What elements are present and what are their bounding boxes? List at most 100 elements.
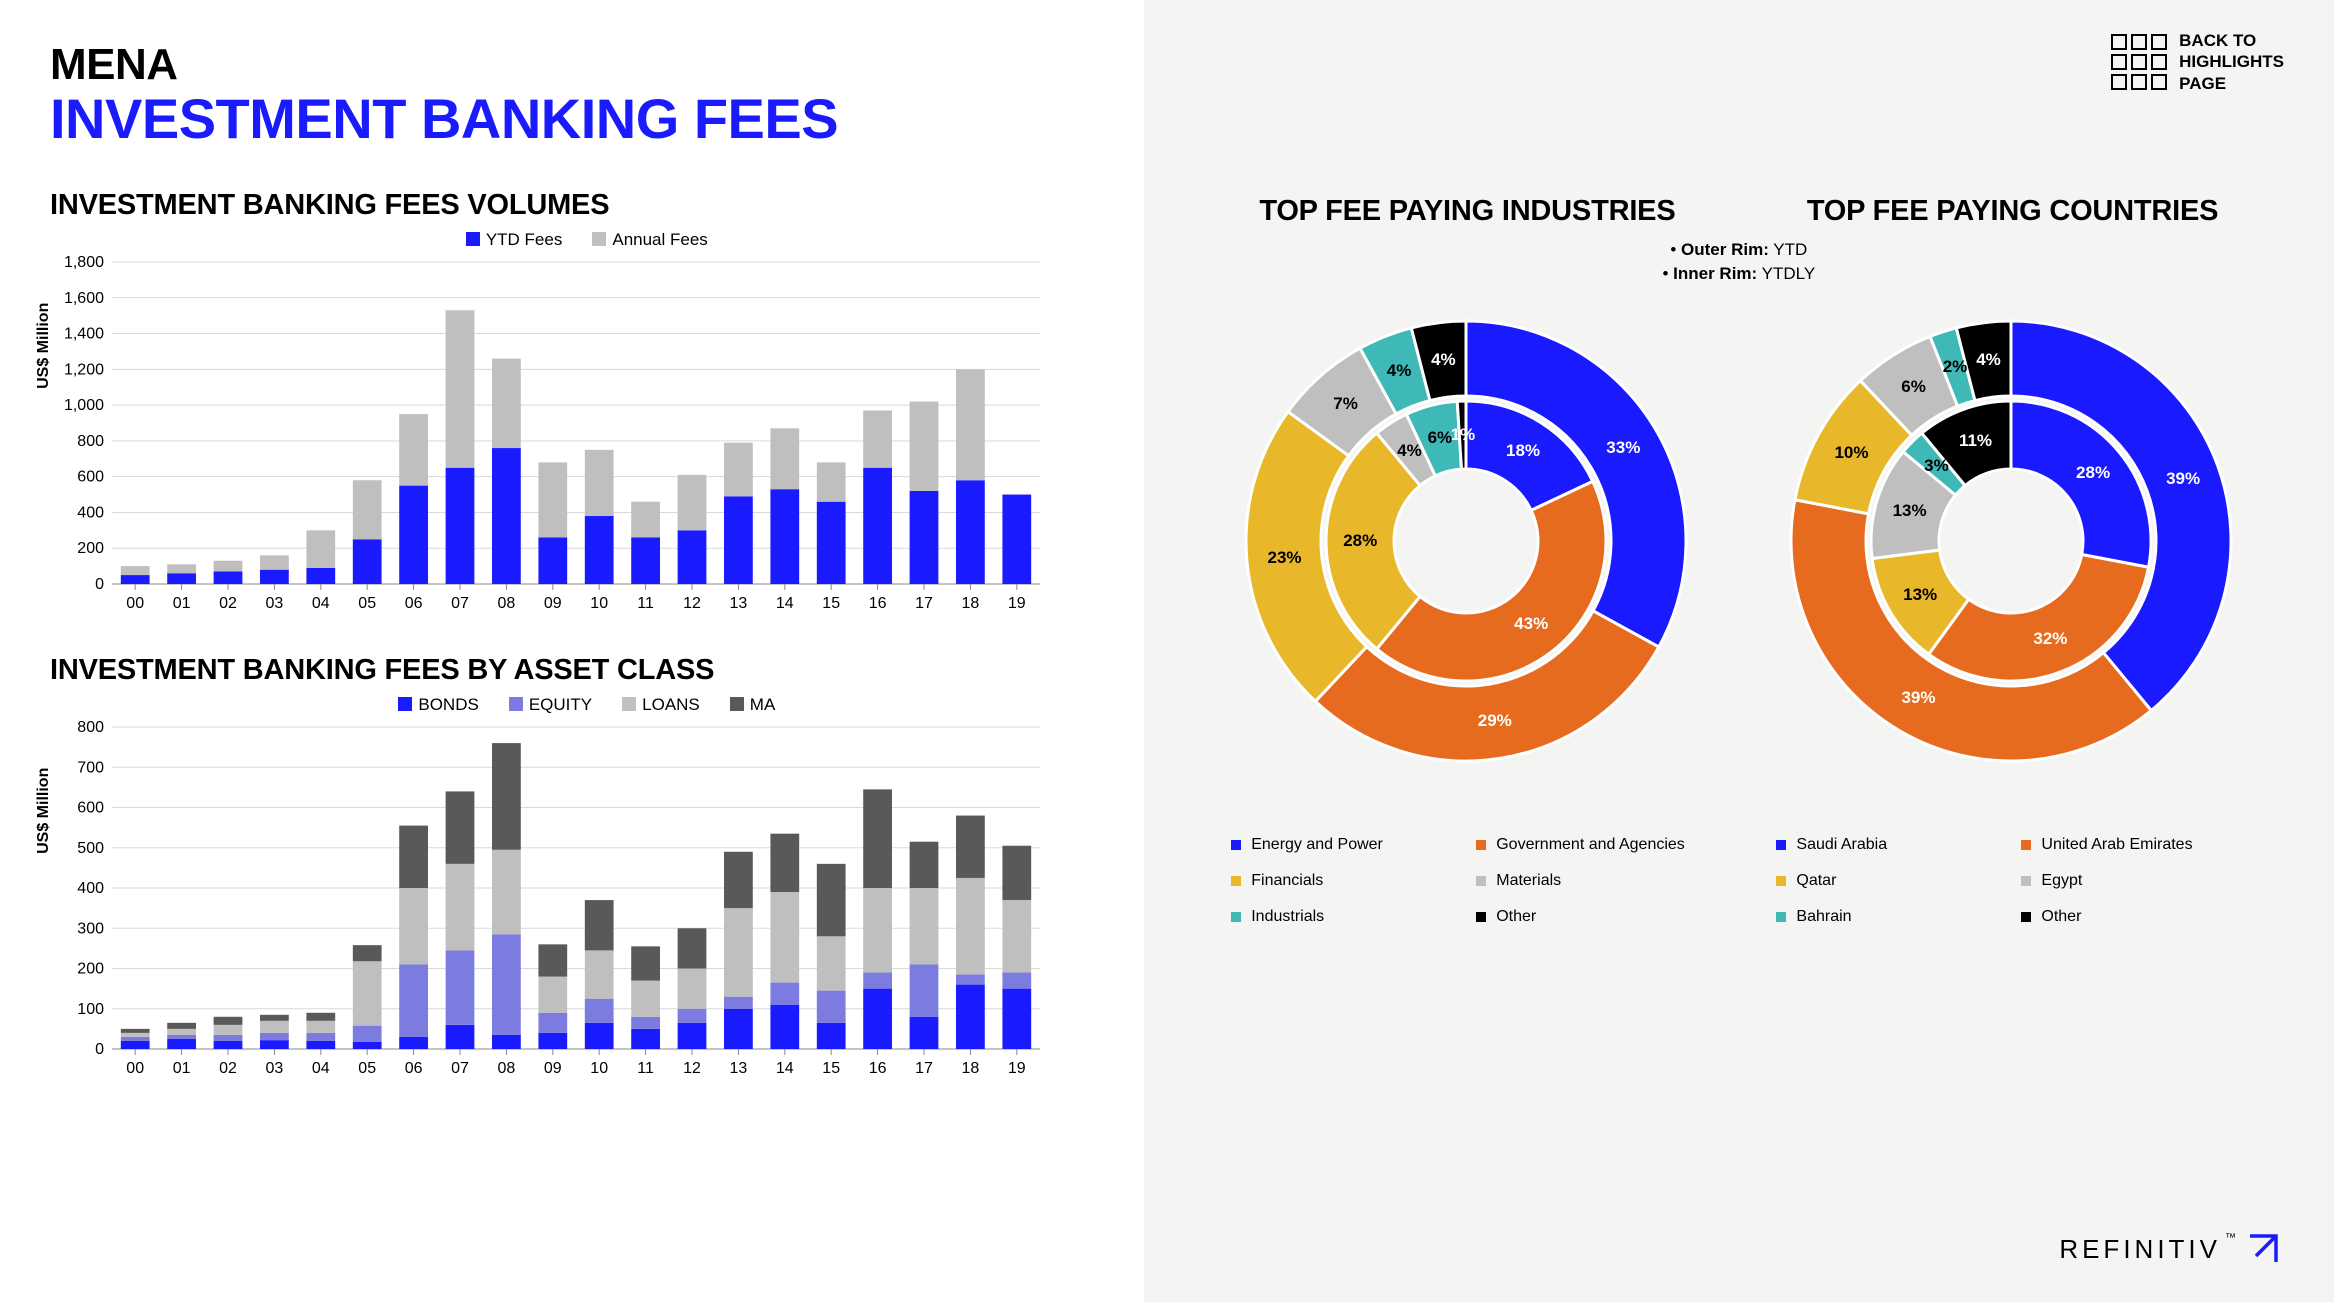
- svg-text:13: 13: [730, 1060, 748, 1077]
- asset-class-legend: BONDSEQUITYLOANSMA: [50, 695, 1114, 715]
- svg-text:01: 01: [173, 1060, 191, 1077]
- volumes-chart-wrap: YTD FeesAnnual Fees US$ Million 02004006…: [50, 230, 1114, 616]
- svg-text:10: 10: [590, 1060, 608, 1077]
- svg-text:01: 01: [173, 595, 191, 612]
- svg-text:09: 09: [544, 1060, 562, 1077]
- asset-class-chart-wrap: BONDSEQUITYLOANSMA US$ Million 010020030…: [50, 695, 1114, 1081]
- industries-donut: 33%29%23%7%4%4%18%43%28%4%6%1%: [1231, 306, 1701, 776]
- svg-text:00: 00: [126, 1060, 144, 1077]
- svg-text:0: 0: [95, 576, 104, 593]
- svg-text:14: 14: [776, 595, 794, 612]
- svg-text:0: 0: [95, 1041, 104, 1058]
- logo-text: REFINITIV: [2059, 1234, 2221, 1265]
- svg-text:400: 400: [77, 880, 104, 897]
- right-panel: BACK TO HIGHLIGHTS PAGE TOP FEE PAYING I…: [1144, 0, 2334, 1302]
- countries-donut: 39%39%10%6%2%4%28%32%13%13%3%11%: [1776, 306, 2246, 776]
- grid-icon: [2111, 34, 2167, 90]
- svg-text:00: 00: [126, 595, 144, 612]
- svg-text:300: 300: [77, 920, 104, 937]
- header-title: INVESTMENT BANKING FEES: [50, 86, 1114, 151]
- industries-legend: Energy and Power Government and Agencies F…: [1231, 836, 1701, 926]
- svg-text:08: 08: [498, 1060, 516, 1077]
- svg-text:02: 02: [219, 595, 237, 612]
- svg-text:19: 19: [1008, 1060, 1026, 1077]
- svg-text:06: 06: [405, 595, 423, 612]
- legend-item: Annual Fees: [582, 230, 707, 249]
- svg-text:08: 08: [498, 595, 516, 612]
- countries-legend: Saudi Arabia United Arab Emirates Qatar Egy…: [1776, 836, 2246, 926]
- svg-text:16: 16: [869, 595, 887, 612]
- svg-text:11: 11: [637, 1060, 654, 1077]
- svg-text:05: 05: [358, 1060, 376, 1077]
- svg-text:15: 15: [822, 1060, 840, 1077]
- legend-item: Government and Agencies: [1476, 836, 1701, 854]
- logo-mark-icon: [2246, 1232, 2280, 1266]
- legend-item: Qatar: [1776, 872, 2001, 890]
- svg-text:12: 12: [683, 595, 701, 612]
- asset-class-y-axis-label: US$ Million: [35, 768, 53, 854]
- legend-item: Other: [1476, 908, 1701, 926]
- svg-text:18: 18: [962, 1060, 980, 1077]
- volumes-legend: YTD Fees Annual Fees: [50, 230, 1114, 250]
- legend-item: Saudi Arabia: [1776, 836, 2001, 854]
- donuts-row: 33%29%23%7%4%4%18%43%28%4%6%1% 39%39%10%…: [1194, 306, 2284, 776]
- svg-text:600: 600: [77, 800, 104, 817]
- svg-text:400: 400: [77, 504, 104, 521]
- svg-text:200: 200: [77, 961, 104, 978]
- svg-text:09: 09: [544, 595, 562, 612]
- svg-text:15: 15: [822, 595, 840, 612]
- volumes-title: INVESTMENT BANKING FEES VOLUMES: [50, 189, 1114, 222]
- svg-text:02: 02: [219, 1060, 237, 1077]
- svg-text:1,800: 1,800: [64, 256, 104, 271]
- svg-text:800: 800: [77, 721, 104, 736]
- svg-text:1,400: 1,400: [64, 326, 104, 343]
- countries-title: TOP FEE PAYING COUNTRIES: [1807, 195, 2219, 228]
- svg-text:1,600: 1,600: [64, 290, 104, 307]
- asset-class-title: INVESTMENT BANKING FEES BY ASSET CLASS: [50, 654, 1114, 687]
- nav-text: BACK TO HIGHLIGHTS PAGE: [2179, 30, 2284, 94]
- legend-item: United Arab Emirates: [2021, 836, 2246, 854]
- svg-text:07: 07: [451, 1060, 469, 1077]
- svg-text:05: 05: [358, 595, 376, 612]
- legend-item: Energy and Power: [1231, 836, 1456, 854]
- svg-text:14: 14: [776, 1060, 794, 1077]
- svg-text:700: 700: [77, 759, 104, 776]
- svg-text:17: 17: [915, 595, 933, 612]
- legend-item: Industrials: [1231, 908, 1456, 926]
- svg-text:03: 03: [266, 595, 284, 612]
- svg-text:04: 04: [312, 595, 330, 612]
- refinitiv-logo: REFINITIV ™: [2059, 1232, 2280, 1266]
- svg-text:1,000: 1,000: [64, 397, 104, 414]
- logo-tm: ™: [2225, 1232, 2236, 1244]
- legends-row: Energy and Power Government and Agencies F…: [1194, 836, 2284, 926]
- svg-text:100: 100: [77, 1001, 104, 1018]
- svg-text:19: 19: [1008, 595, 1026, 612]
- legend-item: Bahrain: [1776, 908, 2001, 926]
- legend-item: LOANS: [612, 695, 700, 714]
- svg-text:10: 10: [590, 595, 608, 612]
- svg-text:06: 06: [405, 1060, 423, 1077]
- legend-item: Materials: [1476, 872, 1701, 890]
- svg-text:18: 18: [962, 595, 980, 612]
- legend-item: Egypt: [2021, 872, 2246, 890]
- svg-text:03: 03: [266, 1060, 284, 1077]
- svg-text:07: 07: [451, 595, 469, 612]
- header-subtitle: MENA: [50, 40, 1114, 90]
- right-titles: TOP FEE PAYING INDUSTRIES TOP FEE PAYING…: [1194, 195, 2284, 228]
- legend-item: YTD Fees: [456, 230, 563, 249]
- legend-item: Financials: [1231, 872, 1456, 890]
- legend-item: EQUITY: [499, 695, 592, 714]
- svg-text:600: 600: [77, 469, 104, 486]
- legend-item: BONDS: [388, 695, 478, 714]
- rim-note: • Outer Rim: YTD • Inner Rim: YTDLY: [1194, 238, 2284, 286]
- back-to-highlights-link[interactable]: BACK TO HIGHLIGHTS PAGE: [2111, 30, 2284, 94]
- svg-text:200: 200: [77, 540, 104, 557]
- left-panel: MENA INVESTMENT BANKING FEES INVESTMENT …: [0, 0, 1144, 1302]
- svg-text:12: 12: [683, 1060, 701, 1077]
- legend-item: Other: [2021, 908, 2246, 926]
- svg-text:1,200: 1,200: [64, 361, 104, 378]
- svg-text:800: 800: [77, 433, 104, 450]
- volumes-chart: 02004006008001,0001,2001,4001,6001,80000…: [50, 256, 1050, 616]
- svg-text:16: 16: [869, 1060, 887, 1077]
- svg-text:17: 17: [915, 1060, 933, 1077]
